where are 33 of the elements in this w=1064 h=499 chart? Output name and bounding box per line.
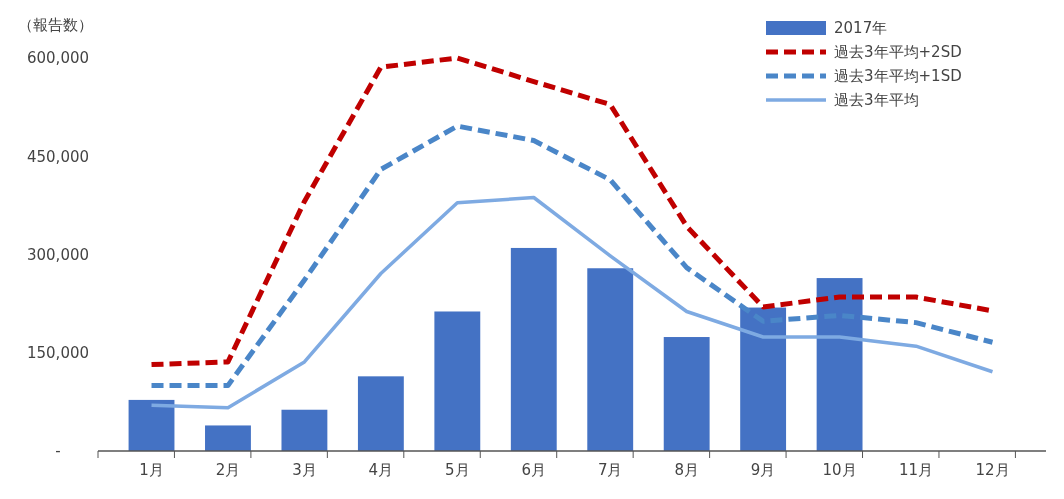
x-tick-label: 7月 xyxy=(597,461,623,479)
legend-label: 過去3年平均 xyxy=(834,91,919,110)
legend-label: 過去3年平均+1SD xyxy=(834,67,962,86)
x-tick-label: 2月 xyxy=(215,461,241,479)
bar xyxy=(663,337,710,451)
line-series xyxy=(149,195,995,410)
x-tick-label: 1月 xyxy=(139,461,164,479)
x-tick-label: 5月 xyxy=(445,461,470,479)
bar xyxy=(357,376,404,451)
y-tick-label: 450,000 xyxy=(26,147,90,166)
x-tick-label: 11月 xyxy=(898,461,934,479)
x-tick-label: 9月 xyxy=(750,461,776,479)
y-tick-label: 600,000 xyxy=(26,49,90,68)
bar xyxy=(434,311,481,451)
bar xyxy=(281,409,328,451)
bar xyxy=(587,268,634,451)
bar xyxy=(205,425,251,451)
x-tick-label: 10月 xyxy=(822,461,857,479)
y-tick-label: 300,000 xyxy=(26,245,90,264)
x-tick-label: 4月 xyxy=(368,461,394,479)
bar xyxy=(816,278,863,451)
x-tick-label: 6月 xyxy=(521,461,547,479)
legend-label: 2017年 xyxy=(834,19,888,38)
y-tick-label: - xyxy=(55,442,61,461)
legend-label: 過去3年平均+2SD xyxy=(834,43,962,62)
bar xyxy=(510,247,557,451)
x-tick-label: 3月 xyxy=(292,461,317,479)
bar xyxy=(740,307,787,451)
x-tick-label: 12月 xyxy=(975,461,1010,479)
bar xyxy=(128,399,175,451)
y-axis-title: （報告数） xyxy=(18,16,93,34)
x-tick-label: 8月 xyxy=(674,461,699,479)
y-tick-label: 150,000 xyxy=(26,344,90,362)
